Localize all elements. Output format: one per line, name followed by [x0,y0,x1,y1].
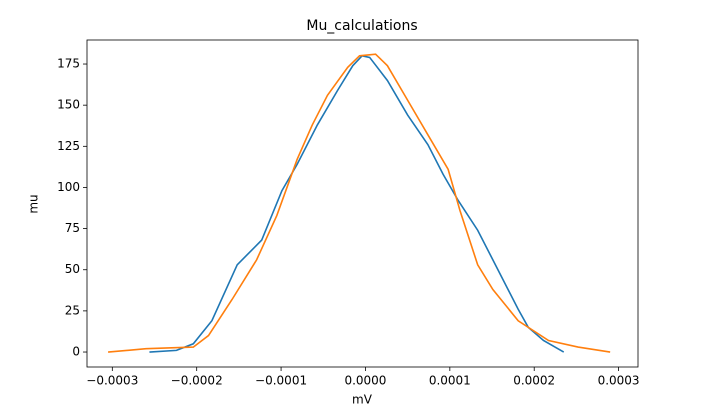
y-tick-label: 0 [72,345,80,359]
x-tick-label: 0.0000 [344,374,386,388]
x-tick-label: −0.0002 [171,374,223,388]
y-tick-label: 100 [57,180,80,194]
y-tick-label: 50 [65,262,80,276]
y-tick-label: 150 [57,98,80,112]
x-tick-label: 0.0003 [598,374,640,388]
x-tick-label: −0.0001 [255,374,307,388]
line-series [149,54,565,353]
chart-title: Mu_calculations [306,18,417,34]
y-tick-label: 25 [65,303,80,317]
line-series [108,53,611,353]
x-tick-label: −0.0003 [86,374,138,388]
x-tick-label: 0.0001 [429,374,471,388]
y-axis-label: mu [27,194,41,213]
x-axis-label: mV [352,393,373,407]
y-tick-label: 125 [57,139,80,153]
y-tick-label: 175 [57,57,80,71]
y-tick-label: 75 [65,221,80,235]
plot-frame [86,39,639,368]
x-tick-label: 0.0002 [513,374,555,388]
